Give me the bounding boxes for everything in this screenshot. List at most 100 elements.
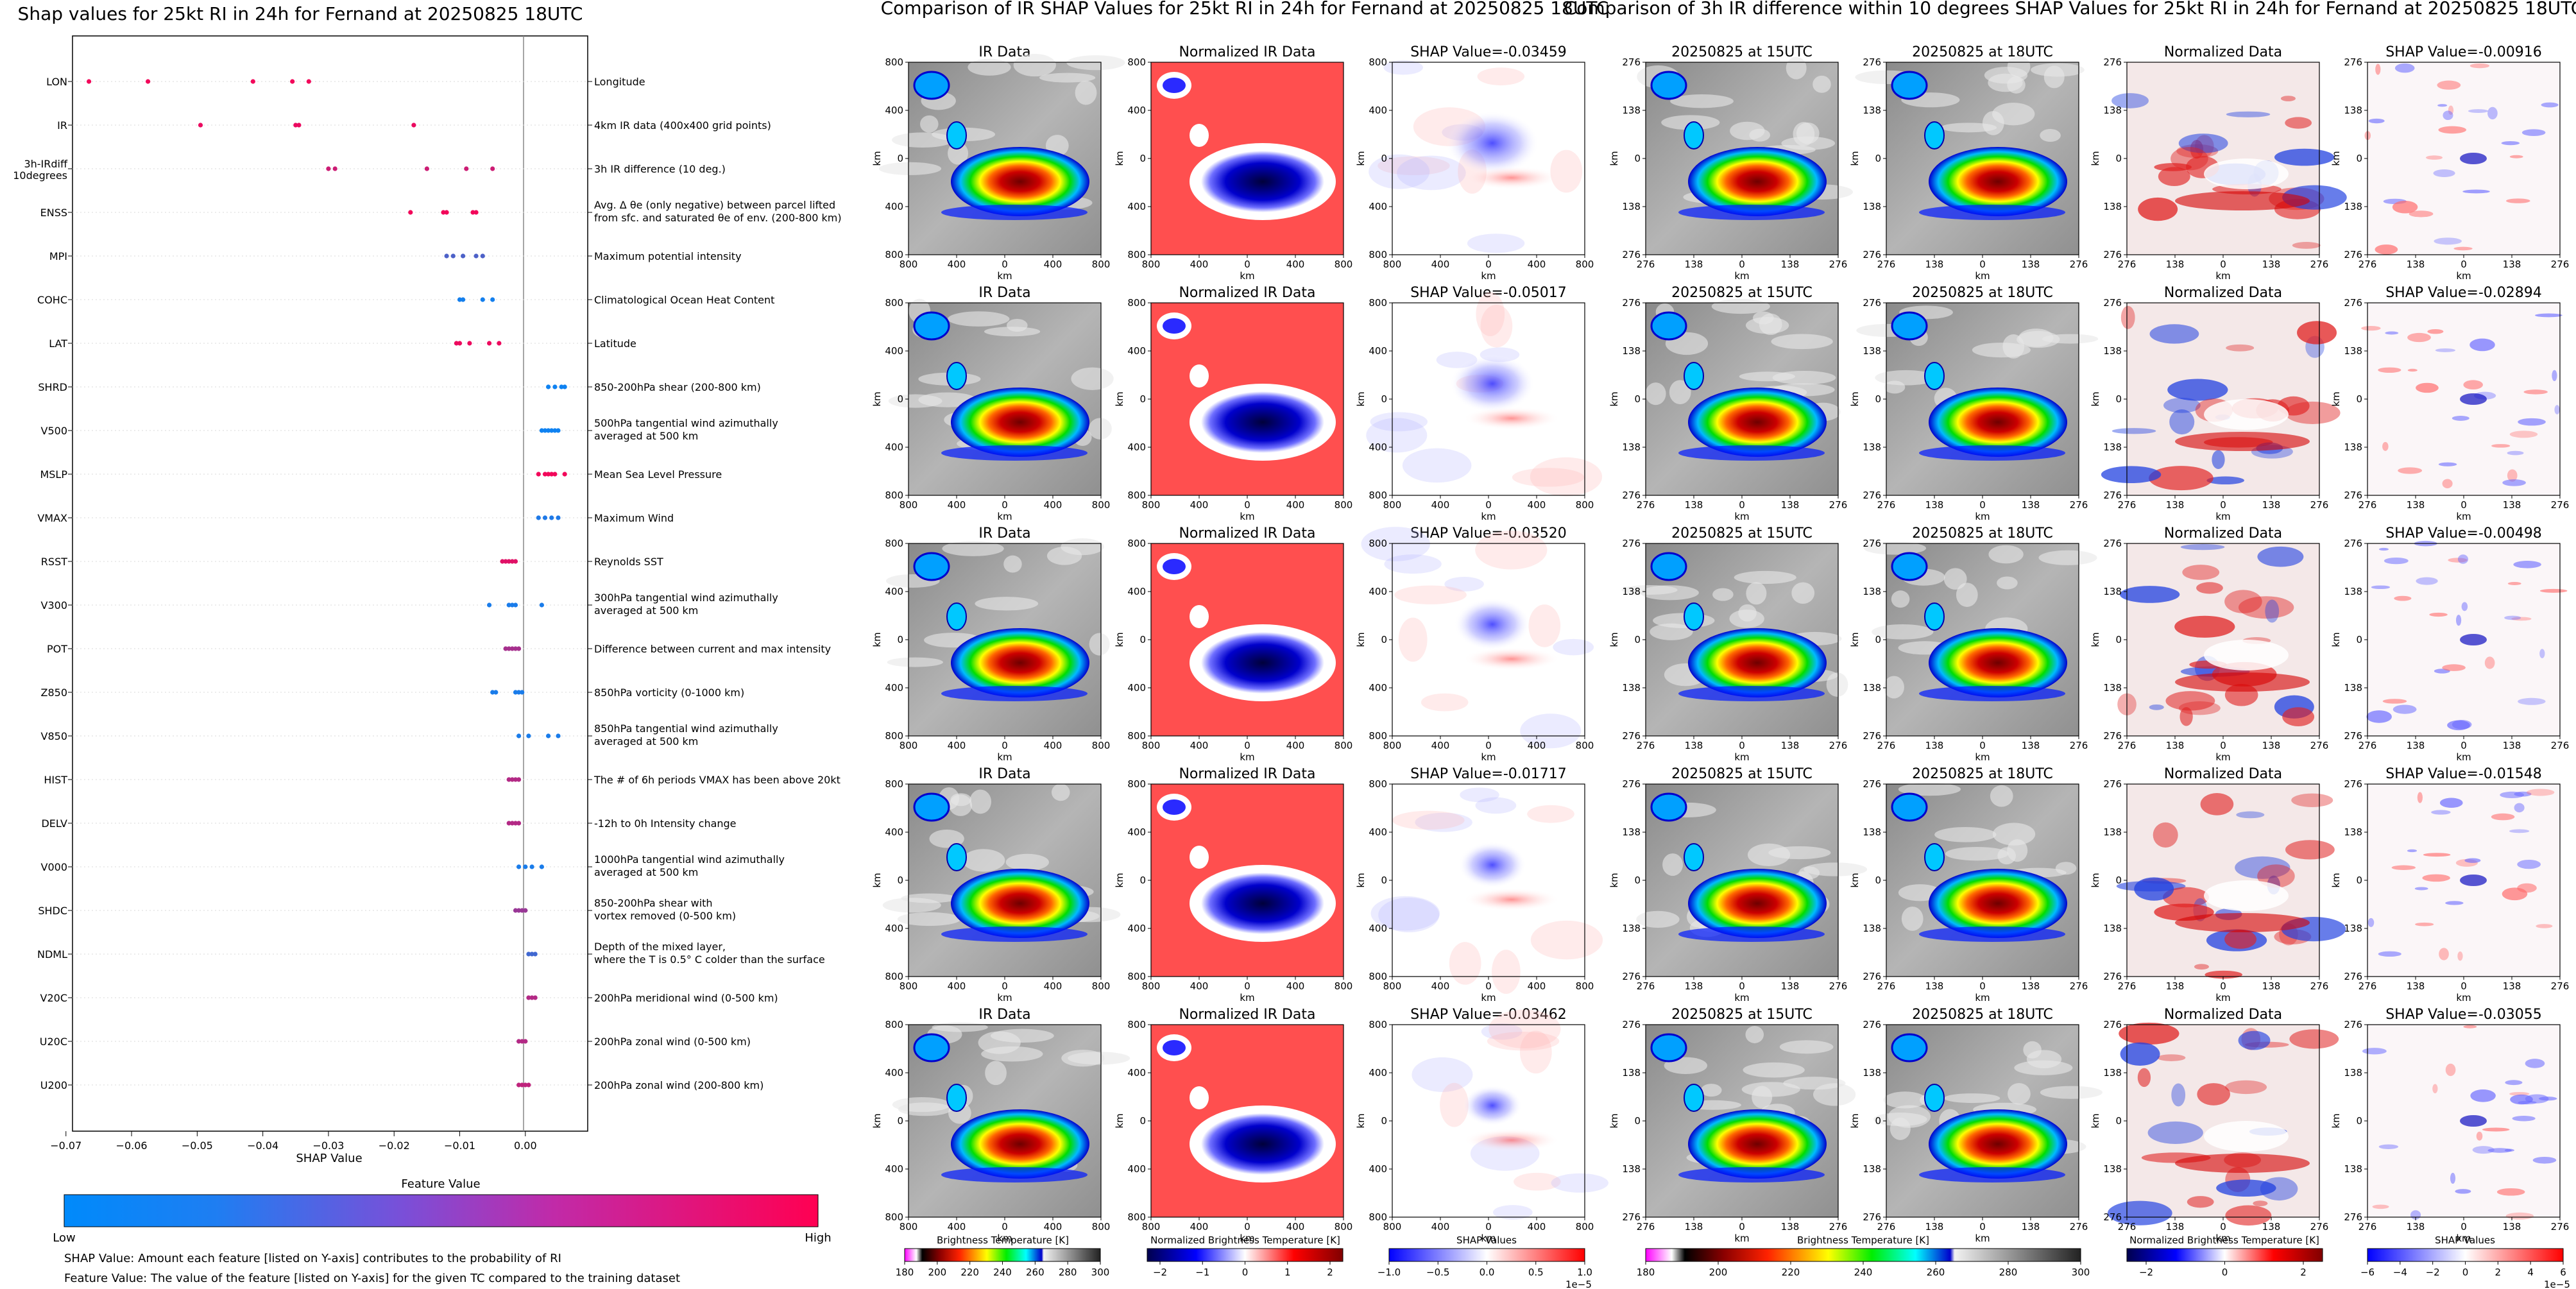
x-axis-label: km — [2215, 511, 2230, 522]
y-tick-label: 0 — [2115, 634, 2122, 645]
diff-norm-patch — [2197, 1083, 2230, 1105]
feature-description: 200hPa zonal wind (0-500 km) — [594, 1036, 751, 1048]
x-tick-label: 0 — [1002, 1221, 1008, 1233]
diff-col-title: Normalized Data — [2164, 766, 2282, 782]
diff-shap-patch — [2442, 664, 2466, 671]
y-tick-label: 276 — [1622, 778, 1641, 790]
feature-description: 300hPa tangential wind azimuthally — [594, 592, 778, 604]
cloud-patch — [1863, 542, 1927, 555]
shap-noise — [1369, 154, 1430, 189]
shap-positive-band — [1463, 407, 1560, 430]
y-tick-label: 0 — [1381, 393, 1387, 405]
storm-core — [951, 869, 1089, 938]
y-tick-label: 800 — [1369, 778, 1387, 790]
x-tick-label: 400 — [1528, 740, 1546, 751]
x-tick-label: 0 — [1739, 499, 1745, 511]
x-tick-label: 800 — [1383, 980, 1402, 992]
shap-noise — [1394, 585, 1467, 604]
diff-shap-patch — [2394, 595, 2412, 601]
feature-description: The # of 6h periods VMAX has been above … — [593, 774, 840, 786]
y-tick-label: 138 — [2103, 441, 2122, 453]
diff-shap-patch — [2453, 246, 2473, 251]
x-tick-label: 138 — [2166, 980, 2185, 992]
diff-norm-patch — [2157, 1054, 2186, 1061]
x-tick-label: 276 — [2070, 980, 2088, 992]
x-tick-label: 138 — [1925, 499, 1944, 511]
diff-shap-patch — [2526, 789, 2555, 796]
x-tick-label: 276 — [2551, 259, 2570, 270]
y-tick-label: 800 — [1127, 1019, 1146, 1030]
storm-core — [1688, 869, 1827, 938]
cloud-patch — [1796, 122, 1820, 144]
cb-tick-label: 260 — [1026, 1267, 1045, 1278]
diff-shap-patch — [2517, 859, 2541, 869]
diff-norm-patch — [2107, 1200, 2172, 1225]
y-axis-label: km — [1355, 391, 1367, 406]
shap-point — [467, 341, 472, 346]
y-axis-label: km — [1608, 151, 1620, 166]
rain-band — [1678, 1167, 1825, 1182]
shap-point — [503, 646, 508, 651]
diff-norm-patch — [2274, 148, 2335, 166]
y-axis-label: km — [1114, 151, 1125, 166]
y-tick-label: 276 — [1863, 778, 1881, 790]
ir-cb1 — [904, 1248, 1101, 1262]
y-tick-label: 400 — [885, 923, 903, 934]
shap-point — [408, 210, 413, 215]
diff-shap-patch — [2509, 829, 2530, 833]
diff-shap-patch — [2505, 1080, 2523, 1086]
feature-label: LAT — [49, 337, 67, 350]
y-tick-label: 276 — [1622, 730, 1641, 742]
y-tick-label: 276 — [2344, 778, 2362, 790]
diff-shap-patch — [2502, 479, 2526, 486]
cb-tick-label: −1 — [1195, 1267, 1209, 1278]
diff-norm-patch — [2282, 707, 2315, 727]
cloud-patch — [985, 1061, 1007, 1086]
cb-tick-label: 180 — [896, 1267, 914, 1278]
x-tick-label: 138 — [2022, 980, 2040, 992]
diff-shap-patch — [2539, 588, 2568, 593]
diff-norm-patch — [2212, 450, 2225, 470]
diff-norm-patch — [2147, 1121, 2203, 1144]
feature-label: LON — [46, 76, 67, 88]
y-tick-label: 276 — [1622, 249, 1641, 260]
norm-cluster — [1190, 605, 1209, 628]
diff-norm-patch — [2216, 1179, 2276, 1197]
cloud-patch — [920, 115, 939, 133]
diff-shap-patch — [2442, 479, 2453, 489]
x-tick-label: 400 — [1528, 980, 1546, 992]
y-tick-label: 0 — [1875, 153, 1881, 164]
cloud-patch — [1669, 380, 1691, 405]
x-tick-label: 800 — [1576, 259, 1594, 270]
storm-core — [951, 1109, 1089, 1179]
shap-point — [546, 472, 551, 477]
y-tick-label: 138 — [2344, 826, 2362, 838]
shap-point — [529, 995, 534, 1000]
cb-tick-label: 240 — [1854, 1267, 1873, 1278]
cb-tick-label: 0 — [1242, 1267, 1249, 1278]
y-tick-label: 800 — [1127, 1211, 1146, 1223]
y-tick-label: 276 — [2103, 1211, 2122, 1223]
diff-norm-band — [2175, 191, 2310, 210]
y-tick-label: 276 — [2344, 730, 2362, 742]
cluster-w — [946, 843, 967, 871]
x-tick-label: 138 — [2262, 499, 2281, 511]
y-tick-label: 0 — [1875, 634, 1881, 645]
x-tick-label: 276 — [2551, 980, 2570, 992]
feature-label: V850 — [41, 730, 67, 742]
x-tick-label: 138 — [1685, 1221, 1703, 1233]
shap-point — [516, 821, 522, 826]
x-tick-label: 400 — [1190, 1221, 1209, 1233]
shap-noise — [1480, 304, 1513, 348]
cluster-w — [946, 121, 967, 149]
cloud-patch — [2014, 1060, 2073, 1075]
x-tick-label: 0 — [2220, 740, 2226, 751]
shap-noise — [1527, 805, 1574, 823]
x-tick-label: 0 — [1739, 1221, 1745, 1233]
x-tick-label: 400 — [1190, 499, 1209, 511]
shap-noise — [1476, 292, 1505, 337]
cluster-w — [1924, 602, 1945, 631]
cloud-patch — [1992, 823, 2036, 846]
y-tick-label: 138 — [2103, 682, 2122, 694]
cb-tick-label: 1.0 — [1577, 1267, 1592, 1278]
